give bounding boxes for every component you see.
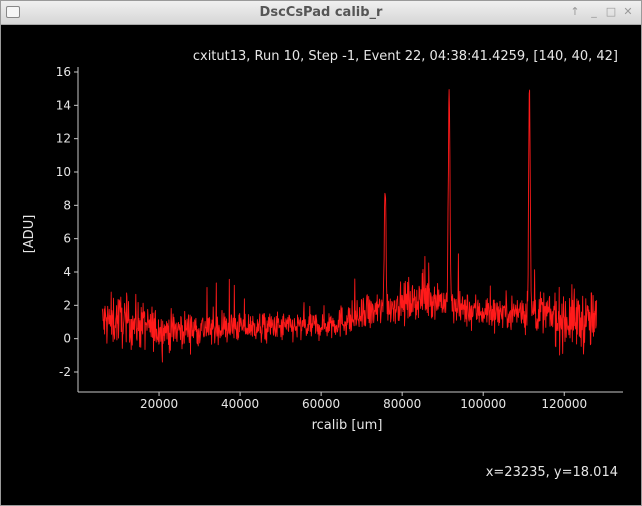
y-tick-label: 8 <box>63 198 71 212</box>
plot-area[interactable]: cxitut13, Run 10, Step -1, Event 22, 04:… <box>1 25 641 505</box>
y-tick-label: 12 <box>56 132 71 146</box>
arrow-up-icon[interactable]: ↑ <box>570 5 580 18</box>
data-series-line <box>101 89 598 363</box>
x-tick-label: 60000 <box>302 397 340 411</box>
plot-canvas[interactable]: cxitut13, Run 10, Step -1, Event 22, 04:… <box>1 25 641 505</box>
event-info-label: cxitut13, Run 10, Step -1, Event 22, 04:… <box>193 49 618 64</box>
x-axis-label: rcalib [um] <box>312 418 383 433</box>
cursor-readout: x=23235, y=18.014 <box>486 465 618 480</box>
axes: -2 0 2 4 6 8 10 12 14 16 20000 40000 60000 80000 10000… <box>56 65 623 411</box>
y-tick-label: 10 <box>56 165 71 179</box>
y-axis-label: [ADU] <box>22 215 37 254</box>
close-icon[interactable]: ✕ <box>623 5 633 18</box>
trace-layer <box>101 89 598 363</box>
minimize-icon[interactable]: _ <box>591 5 597 18</box>
y-tick-label: 0 <box>63 332 71 346</box>
window-title: DscCsPad calib_r <box>259 5 383 20</box>
x-tick-label: 80000 <box>383 397 421 411</box>
x-tick-label: 100000 <box>460 397 506 411</box>
y-tick-label: 4 <box>63 265 71 279</box>
x-tick-label: 120000 <box>541 397 587 411</box>
y-tick-label: 2 <box>63 298 71 312</box>
y-tick-label: 16 <box>56 65 71 79</box>
y-tick-label: 6 <box>63 232 71 246</box>
title-bar[interactable]: DscCsPad calib_r ↑ _ □ ✕ <box>1 1 641 25</box>
x-tick-label: 20000 <box>140 397 178 411</box>
y-tick-label: -2 <box>59 365 71 379</box>
y-tick-label: 14 <box>56 98 71 112</box>
maximize-icon[interactable]: □ <box>605 5 617 18</box>
window-menu-icon[interactable] <box>6 6 20 18</box>
x-tick-label: 40000 <box>221 397 259 411</box>
